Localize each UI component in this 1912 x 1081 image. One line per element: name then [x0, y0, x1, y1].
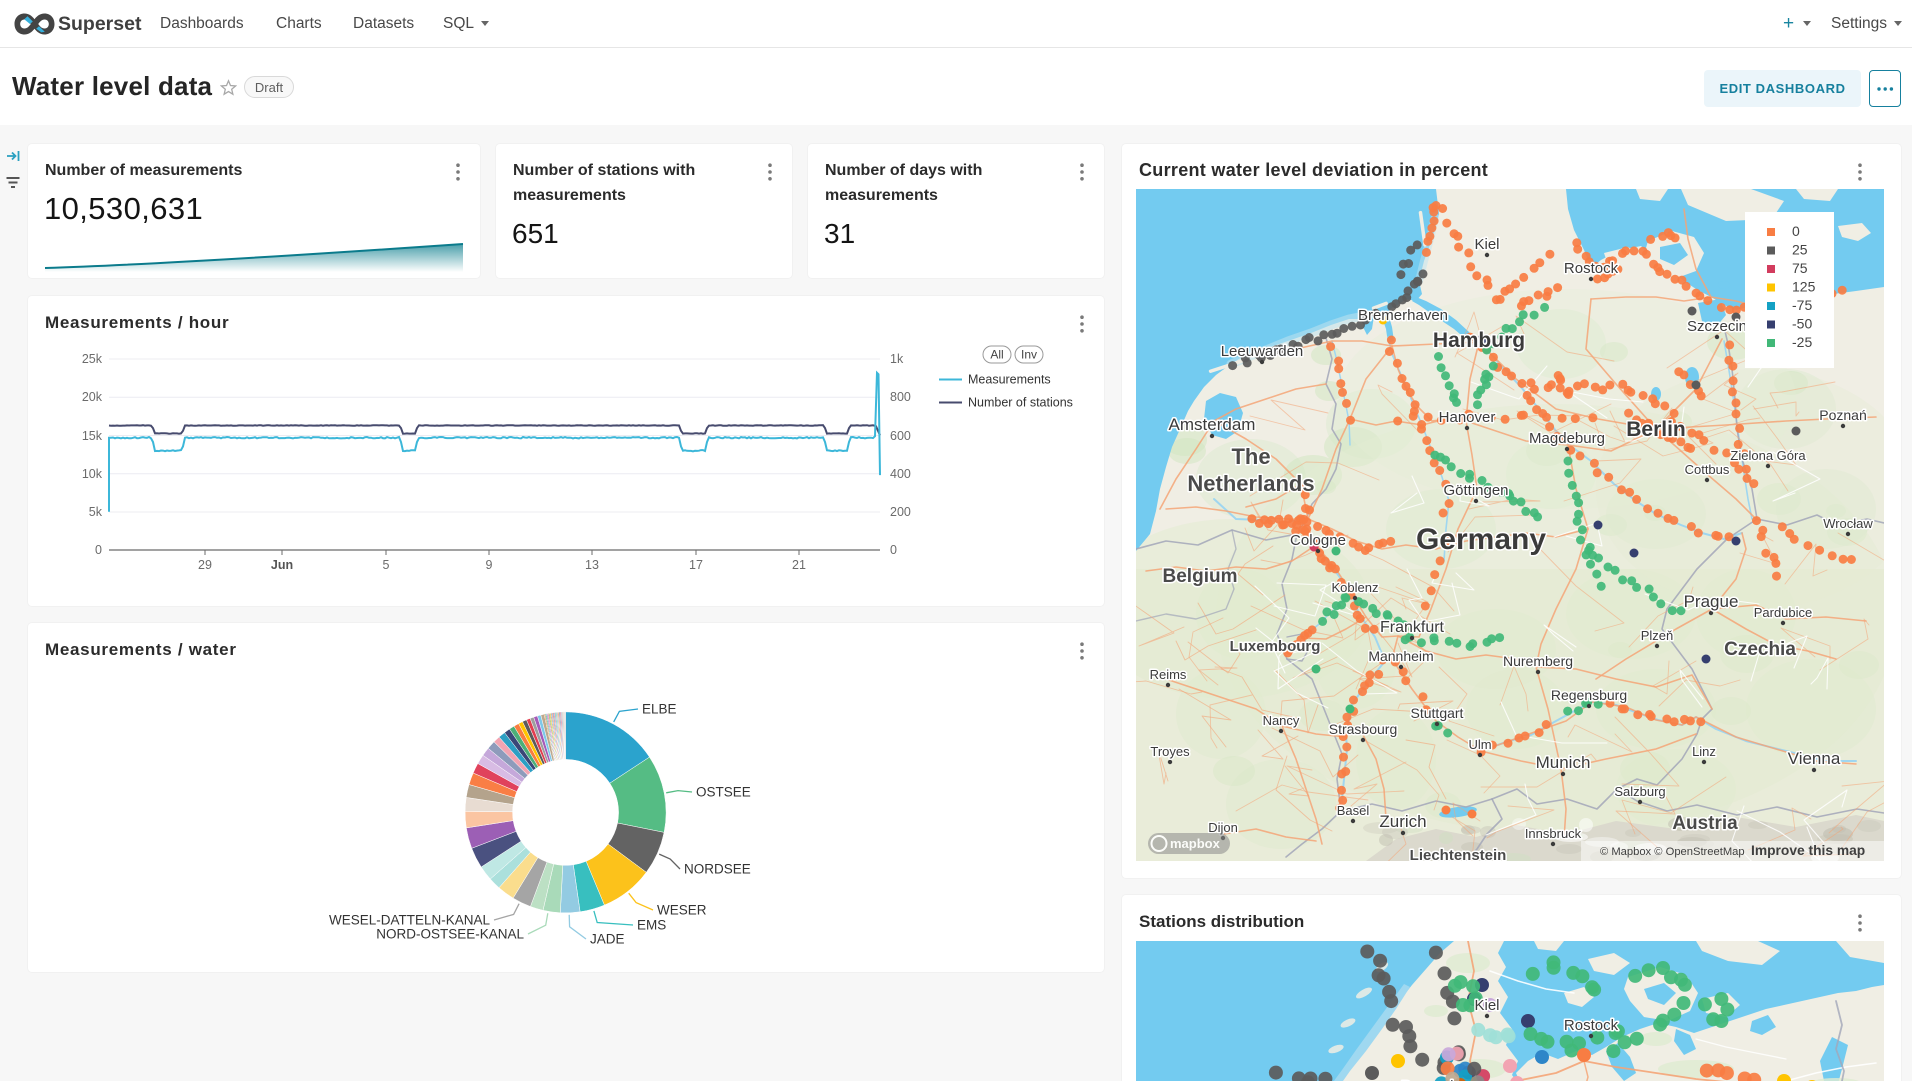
svg-text:25: 25 — [1792, 242, 1808, 258]
svg-text:Vienna: Vienna — [1788, 749, 1841, 768]
svg-text:Rostock: Rostock — [1564, 1017, 1619, 1034]
svg-text:Liechtenstein: Liechtenstein — [1410, 847, 1507, 861]
svg-text:Zielona Góra: Zielona Góra — [1730, 448, 1806, 463]
svg-text:JADE: JADE — [590, 932, 625, 947]
svg-text:Munich: Munich — [1536, 753, 1591, 772]
svg-text:OSTSEE: OSTSEE — [696, 785, 751, 800]
svg-text:Plzeň: Plzeň — [1641, 628, 1674, 643]
svg-text:Szczecin: Szczecin — [1687, 318, 1747, 335]
svg-text:20k: 20k — [82, 390, 103, 404]
svg-text:9: 9 — [486, 558, 493, 572]
svg-text:NORDSEE: NORDSEE — [684, 862, 751, 877]
svg-text:-25: -25 — [1792, 334, 1812, 350]
svg-text:0: 0 — [890, 543, 897, 557]
svg-text:13: 13 — [585, 558, 599, 572]
svg-text:Leeuwarden: Leeuwarden — [1221, 343, 1304, 360]
svg-text:Netherlands: Netherlands — [1187, 471, 1314, 496]
svg-text:Number of stations: Number of stations — [968, 396, 1073, 410]
svg-text:Zurich: Zurich — [1379, 812, 1426, 831]
svg-text:17: 17 — [689, 558, 703, 572]
svg-text:800: 800 — [890, 390, 911, 404]
svg-text:Rostock: Rostock — [1564, 260, 1619, 277]
svg-text:NORD-OSTSEE-KANAL: NORD-OSTSEE-KANAL — [376, 927, 524, 942]
svg-text:Pardubice: Pardubice — [1754, 605, 1813, 620]
svg-text:Inv: Inv — [1021, 348, 1037, 362]
svg-text:1k: 1k — [890, 352, 904, 366]
svg-text:All: All — [990, 348, 1003, 362]
svg-text:ELBE: ELBE — [642, 702, 677, 717]
svg-text:400: 400 — [890, 467, 911, 481]
svg-text:200: 200 — [890, 505, 911, 519]
svg-text:Stuttgart: Stuttgart — [1411, 705, 1464, 721]
svg-text:Hamburg: Hamburg — [1433, 329, 1525, 352]
svg-text:25k: 25k — [82, 352, 103, 366]
svg-text:Mannheim: Mannheim — [1368, 648, 1433, 664]
svg-text:75: 75 — [1792, 260, 1808, 276]
svg-text:Poznań: Poznań — [1819, 407, 1866, 423]
svg-text:Germany: Germany — [1416, 523, 1546, 556]
svg-text:29: 29 — [198, 558, 212, 572]
svg-text:Strasbourg: Strasbourg — [1329, 721, 1397, 737]
svg-text:Improve this map: Improve this map — [1751, 843, 1865, 858]
svg-text:Nuremberg: Nuremberg — [1503, 653, 1573, 669]
svg-text:Berlin: Berlin — [1626, 418, 1686, 441]
svg-text:Bremerhaven: Bremerhaven — [1401, 1078, 1491, 1081]
svg-text:Cologne: Cologne — [1290, 532, 1346, 549]
svg-text:-75: -75 — [1792, 297, 1812, 313]
svg-text:Ulm: Ulm — [1468, 737, 1491, 752]
svg-text:Koblenz: Koblenz — [1332, 580, 1379, 595]
svg-text:mapbox: mapbox — [1170, 836, 1221, 851]
svg-text:Measurements: Measurements — [968, 373, 1051, 387]
svg-text:10k: 10k — [82, 467, 103, 481]
svg-text:Cottbus: Cottbus — [1685, 462, 1730, 477]
svg-text:Prague: Prague — [1684, 592, 1739, 611]
svg-text:Göttingen: Göttingen — [1443, 482, 1508, 499]
svg-text:21: 21 — [792, 558, 806, 572]
svg-text:5k: 5k — [89, 505, 103, 519]
svg-text:The: The — [1231, 444, 1270, 469]
svg-text:-50: -50 — [1792, 316, 1812, 332]
svg-text:© Mapbox © OpenStreetMap: © Mapbox © OpenStreetMap — [1600, 846, 1745, 858]
svg-text:125: 125 — [1792, 279, 1816, 295]
svg-text:0: 0 — [1792, 223, 1800, 239]
svg-text:Kiel: Kiel — [1474, 997, 1499, 1014]
svg-text:15k: 15k — [82, 429, 103, 443]
svg-text:Dijon: Dijon — [1208, 820, 1238, 835]
svg-text:5: 5 — [383, 558, 390, 572]
svg-text:Amsterdam: Amsterdam — [1169, 415, 1256, 434]
svg-text:0: 0 — [95, 543, 102, 557]
svg-text:Troyes: Troyes — [1150, 744, 1190, 759]
svg-text:Regensburg: Regensburg — [1551, 687, 1627, 703]
svg-text:Luxembourg: Luxembourg — [1230, 638, 1321, 655]
svg-text:Wrocław: Wrocław — [1823, 516, 1873, 531]
svg-text:Austria: Austria — [1672, 813, 1738, 834]
svg-text:600: 600 — [890, 429, 911, 443]
svg-text:Linz: Linz — [1692, 744, 1716, 759]
svg-text:EMS: EMS — [637, 918, 666, 933]
svg-text:Basel: Basel — [1337, 803, 1370, 818]
svg-text:Nancy: Nancy — [1263, 713, 1300, 728]
svg-text:Jun: Jun — [271, 558, 293, 572]
svg-text:Czechia: Czechia — [1724, 639, 1796, 660]
svg-text:Kiel: Kiel — [1474, 236, 1499, 253]
svg-text:Belgium: Belgium — [1163, 566, 1238, 587]
svg-text:WESER: WESER — [657, 903, 707, 918]
svg-text:Frankfurt: Frankfurt — [1380, 619, 1445, 636]
svg-text:Salzburg: Salzburg — [1614, 784, 1665, 799]
svg-text:WESEL-DATTELN-KANAL: WESEL-DATTELN-KANAL — [329, 913, 491, 928]
svg-text:Innsbruck: Innsbruck — [1525, 826, 1582, 841]
svg-text:Reims: Reims — [1150, 667, 1187, 682]
svg-text:Magdeburg: Magdeburg — [1529, 430, 1605, 447]
svg-text:Bremerhaven: Bremerhaven — [1358, 307, 1448, 324]
svg-text:Hanover: Hanover — [1439, 409, 1496, 426]
